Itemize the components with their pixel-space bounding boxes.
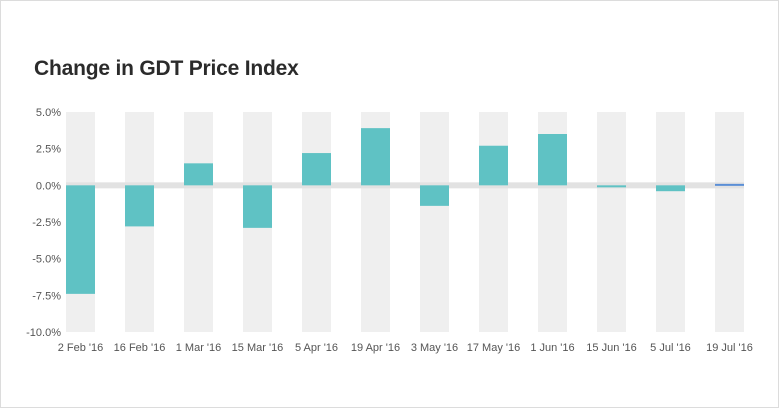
x-tick-label: 15 Mar '16 bbox=[232, 342, 284, 354]
chart-title: Change in GDT Price Index bbox=[34, 57, 299, 80]
bar-12 bbox=[715, 183, 744, 186]
column-band bbox=[715, 112, 744, 332]
column-band bbox=[420, 112, 449, 332]
bar-10 bbox=[597, 185, 626, 188]
bar-5 bbox=[302, 153, 331, 186]
column-band bbox=[656, 112, 685, 332]
bar-2 bbox=[125, 185, 154, 227]
y-tick-label: 2.5% bbox=[36, 144, 61, 156]
x-tick-label: 3 May '16 bbox=[411, 342, 458, 354]
column-band bbox=[184, 112, 213, 332]
zero-line bbox=[66, 182, 744, 189]
x-tick-label: 5 Apr '16 bbox=[295, 342, 338, 354]
y-tick-label: 0.0% bbox=[36, 180, 61, 192]
bar-1 bbox=[66, 185, 95, 294]
y-tick-label: 5.0% bbox=[36, 107, 61, 119]
bar-11 bbox=[656, 185, 685, 192]
y-tick-label: -10.0% bbox=[26, 327, 61, 339]
bar-6 bbox=[361, 128, 390, 186]
bar-4 bbox=[243, 185, 272, 228]
column-band bbox=[479, 112, 508, 332]
x-tick-label: 2 Feb '16 bbox=[58, 342, 104, 354]
y-tick-label: -7.5% bbox=[32, 290, 61, 302]
x-tick-label: 17 May '16 bbox=[467, 342, 520, 354]
y-tick-label: -2.5% bbox=[32, 217, 61, 229]
bar-7 bbox=[420, 185, 449, 206]
x-tick-label: 15 Jun '16 bbox=[586, 342, 636, 354]
x-tick-label: 1 Jun '16 bbox=[530, 342, 574, 354]
x-tick-label: 19 Jul '16 bbox=[706, 342, 753, 354]
bar-9 bbox=[538, 134, 567, 186]
x-tick-label: 16 Feb '16 bbox=[114, 342, 166, 354]
bar-8 bbox=[479, 145, 508, 186]
bar-3 bbox=[184, 163, 213, 186]
x-tick-label: 1 Mar '16 bbox=[176, 342, 222, 354]
y-tick-label: -5.0% bbox=[32, 254, 61, 266]
column-band bbox=[597, 112, 626, 332]
x-tick-label: 19 Apr '16 bbox=[351, 342, 400, 354]
x-tick-label: 5 Jul '16 bbox=[650, 342, 691, 354]
column-band bbox=[302, 112, 331, 332]
